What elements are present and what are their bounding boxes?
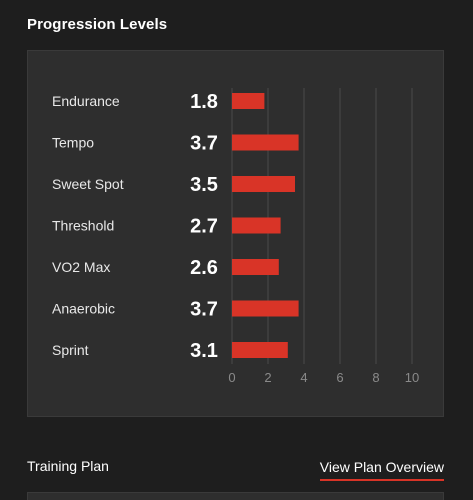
- x-tick-label: 4: [300, 370, 307, 385]
- bar-sweet-spot: [232, 176, 295, 192]
- progression-chart: Endurance 1.8 Tempo 3.7 Sweet Spot 3.5 Thresho…: [52, 88, 419, 385]
- x-tick-label: 8: [372, 370, 379, 385]
- bar-tempo: [232, 134, 299, 151]
- value-label: 2.6: [190, 257, 218, 279]
- x-tick-label: 6: [336, 370, 343, 385]
- bar-threshold: [232, 217, 281, 234]
- category-label: Endurance: [52, 93, 120, 109]
- view-plan-overview-link[interactable]: View Plan Overview: [319, 459, 444, 481]
- bar-vo2-max: [232, 259, 279, 275]
- category-label: Tempo: [52, 135, 94, 151]
- category-label: Sprint: [52, 342, 89, 358]
- value-label: 1.8: [190, 91, 218, 113]
- category-label: Anaerobic: [52, 301, 115, 317]
- bar-sprint: [232, 342, 288, 358]
- value-label: 3.7: [190, 299, 218, 321]
- x-tick-label: 10: [405, 370, 419, 385]
- x-tick-label: 0: [228, 370, 235, 385]
- category-label: VO2 Max: [52, 259, 110, 275]
- section-title: Progression Levels: [27, 16, 168, 33]
- category-label: Threshold: [52, 218, 114, 234]
- x-tick-label: 2: [264, 370, 271, 385]
- bar-anaerobic: [232, 300, 299, 317]
- value-label: 3.5: [190, 174, 218, 196]
- category-label: Sweet Spot: [52, 176, 124, 192]
- training-plan-card: [27, 492, 444, 500]
- value-label: 3.7: [190, 133, 218, 155]
- bar-endurance: [232, 93, 265, 109]
- progression-chart-card: Endurance 1.8 Tempo 3.7 Sweet Spot 3.5 Thresho…: [27, 50, 444, 417]
- value-label: 2.7: [190, 216, 218, 238]
- training-plan-title: Training Plan: [27, 458, 109, 474]
- value-label: 3.1: [190, 340, 218, 362]
